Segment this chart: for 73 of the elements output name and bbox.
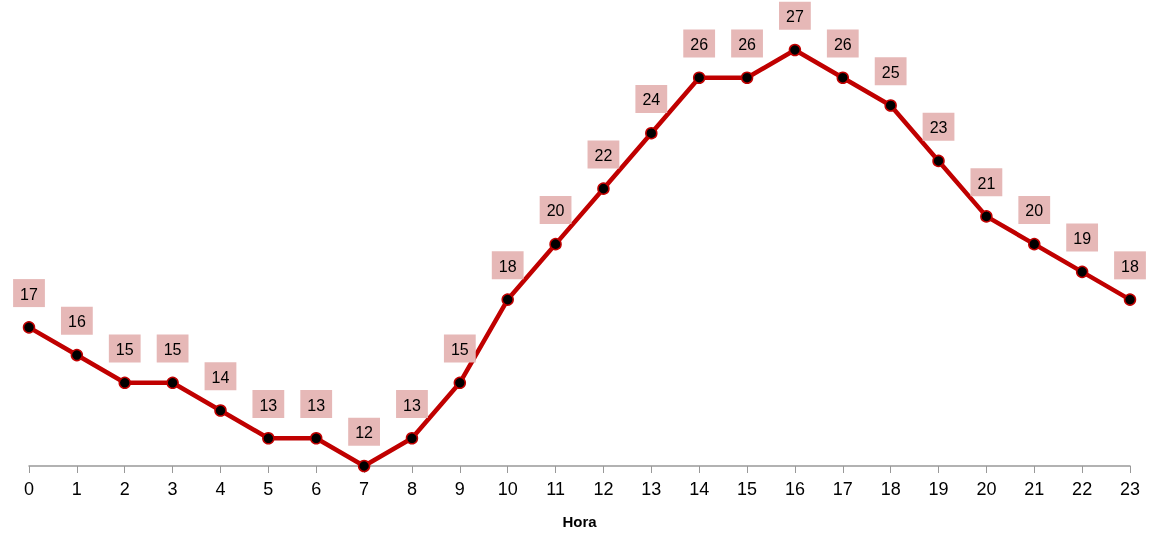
x-tick-label: 21 bbox=[1024, 479, 1045, 499]
data-label: 14 bbox=[211, 368, 230, 386]
x-tick-label: 5 bbox=[263, 479, 274, 499]
data-label: 15 bbox=[450, 341, 469, 359]
data-label: 21 bbox=[977, 174, 996, 192]
x-tick-label: 19 bbox=[928, 479, 949, 499]
point bbox=[166, 376, 179, 390]
data-label: 26 bbox=[833, 35, 852, 53]
point bbox=[118, 376, 131, 390]
x-tick-label: 2 bbox=[119, 479, 130, 499]
x-tick-label: 16 bbox=[784, 479, 805, 499]
x-tick-label: 0 bbox=[23, 479, 35, 499]
point bbox=[1123, 293, 1137, 306]
point bbox=[22, 321, 36, 334]
point bbox=[357, 459, 371, 473]
data-label: 25 bbox=[881, 63, 900, 81]
data-label: 20 bbox=[546, 202, 565, 220]
point bbox=[645, 126, 658, 140]
data-label: 17 bbox=[20, 285, 38, 303]
x-tick-label: 15 bbox=[737, 479, 758, 499]
point bbox=[549, 237, 562, 251]
x-tick-label: 20 bbox=[976, 479, 997, 499]
data-label: 12 bbox=[355, 424, 374, 442]
data-label: 16 bbox=[67, 313, 86, 331]
data-label: 22 bbox=[594, 146, 613, 164]
point bbox=[453, 376, 467, 390]
point bbox=[932, 154, 945, 168]
point bbox=[597, 182, 610, 195]
x-tick-label: 13 bbox=[641, 479, 662, 499]
point bbox=[884, 99, 897, 112]
x-tick-label: 4 bbox=[215, 479, 226, 499]
x-tick-label: 18 bbox=[880, 479, 901, 499]
data-label: 18 bbox=[498, 257, 517, 275]
x-tick-label: 17 bbox=[832, 479, 853, 499]
data-label: 20 bbox=[1025, 202, 1044, 220]
x-tick-label: 10 bbox=[497, 479, 518, 499]
x-tick-label: 3 bbox=[167, 479, 178, 499]
data-label: 13 bbox=[259, 396, 278, 414]
data-label: 18 bbox=[1121, 257, 1139, 275]
x-tick-label: 8 bbox=[406, 479, 417, 499]
point bbox=[501, 293, 514, 306]
data-label: 13 bbox=[403, 396, 421, 414]
point bbox=[70, 348, 84, 362]
x-axis-title: Hora bbox=[562, 513, 598, 530]
data-label: 15 bbox=[163, 341, 182, 359]
point bbox=[836, 71, 850, 84]
point bbox=[692, 71, 706, 84]
data-label: 24 bbox=[642, 91, 661, 109]
x-tick-label: 12 bbox=[593, 479, 614, 499]
point bbox=[1028, 237, 1041, 251]
x-tick-label: 22 bbox=[1072, 479, 1093, 499]
point bbox=[1075, 265, 1089, 279]
x-tick-label: 23 bbox=[1119, 479, 1141, 499]
point bbox=[214, 404, 227, 417]
point bbox=[262, 432, 275, 445]
x-tick-label: 9 bbox=[454, 479, 465, 499]
data-label: 19 bbox=[1073, 230, 1092, 248]
data-label: 26 bbox=[690, 35, 709, 53]
point bbox=[740, 71, 754, 84]
x-tick-label: 14 bbox=[689, 479, 710, 499]
x-tick-label: 6 bbox=[311, 479, 322, 499]
x-tick-label: 1 bbox=[71, 479, 82, 499]
data-label: 15 bbox=[115, 341, 134, 359]
x-tick-label: 11 bbox=[546, 479, 565, 499]
point bbox=[309, 432, 323, 445]
data-label: 26 bbox=[738, 35, 757, 53]
data-label: 23 bbox=[929, 119, 948, 137]
x-tick-label: 7 bbox=[359, 479, 370, 499]
data-label: 13 bbox=[307, 396, 326, 414]
point bbox=[980, 210, 993, 223]
point bbox=[788, 43, 802, 57]
data-label: 27 bbox=[786, 8, 804, 26]
point bbox=[405, 432, 419, 445]
